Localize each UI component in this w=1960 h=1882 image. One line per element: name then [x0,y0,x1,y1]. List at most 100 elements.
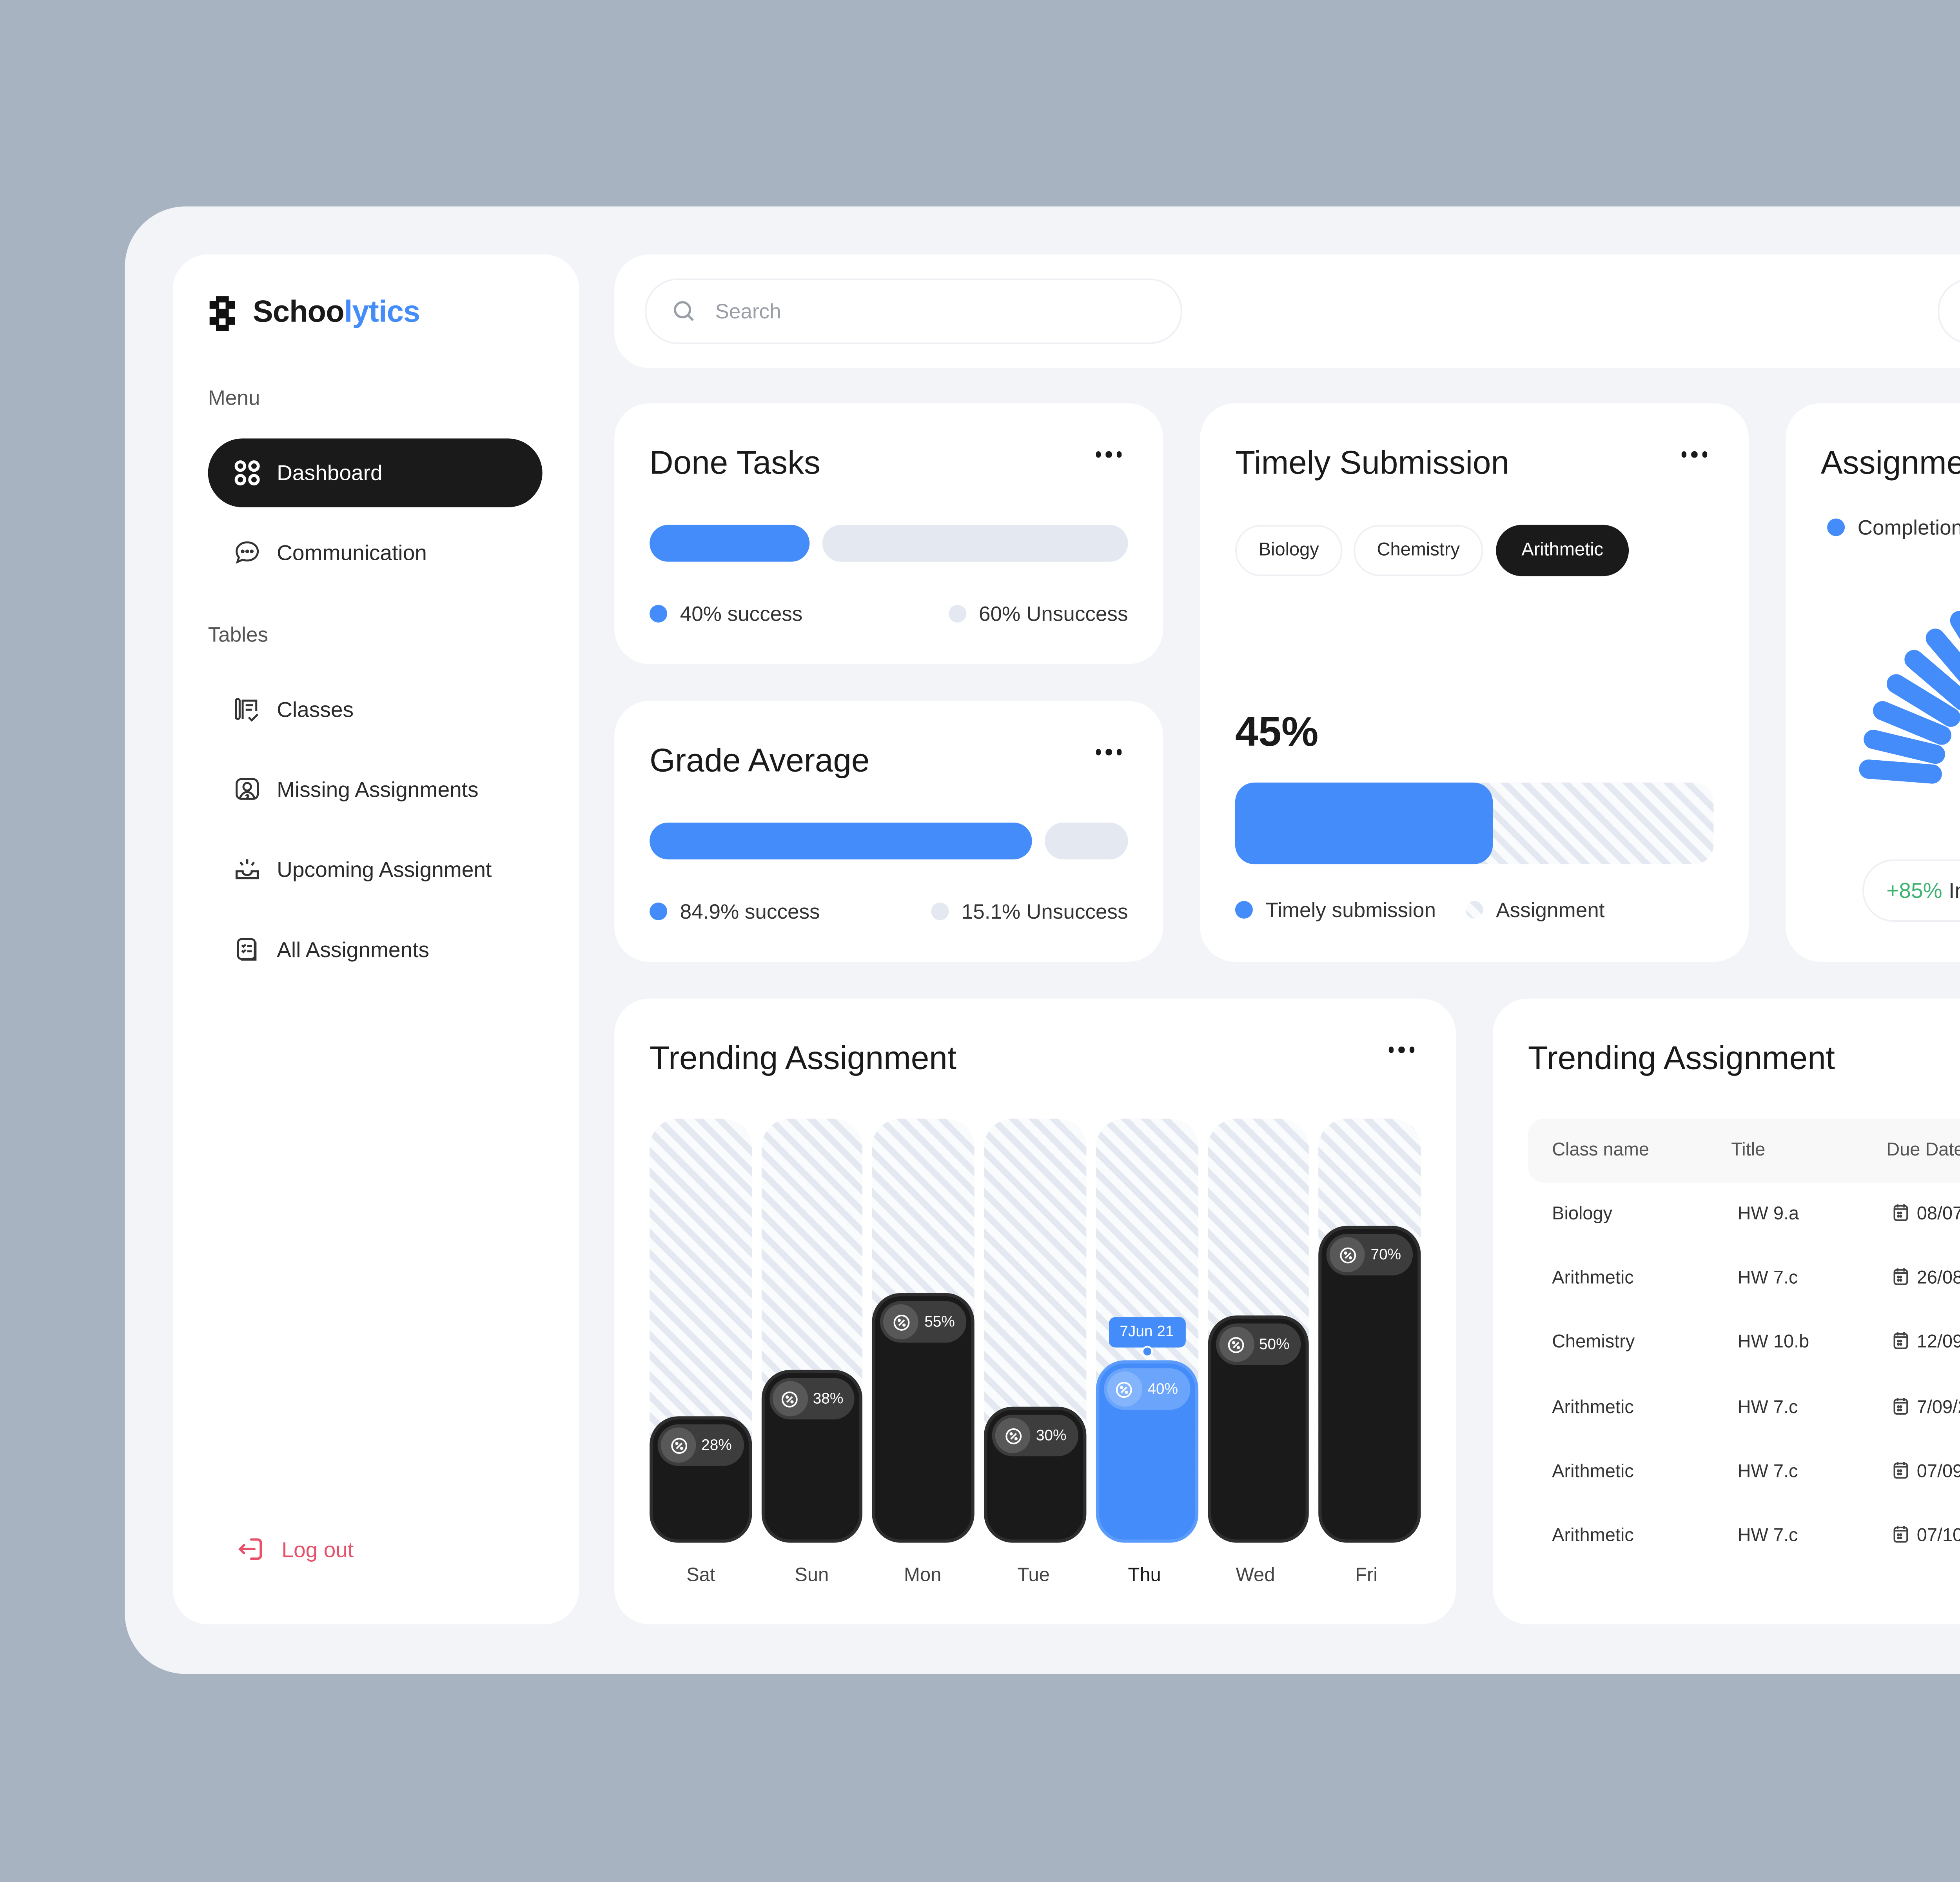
sidebar-item-label: Communication [277,541,427,565]
trending-chart-card: Trending Assignment 28% 38% 55% 30% 40% 7… [614,998,1456,1624]
cell-title: HW 7.c [1737,1269,1798,1289]
bar-wed[interactable]: 50% [1207,1119,1310,1543]
sidebar-item-dashboard[interactable]: Dashboard [208,438,543,507]
cell-class-name: Chemistry [1552,1333,1635,1353]
bar-value-pill: 30% [992,1415,1078,1457]
table-row[interactable]: Arithmetic HW 7.c 07/09/2021 Done 100 [1528,1440,1960,1504]
bar-fill[interactable]: 30% [984,1406,1086,1543]
gauge-segment [1859,759,1942,784]
sidebar-item-label: Dashboard [277,461,383,485]
sidebar-item-label: Missing Assignments [277,778,479,802]
cell-title: HW 10.b [1737,1333,1809,1353]
logout-button[interactable]: Log out [237,1535,354,1563]
bar-fill[interactable]: 50% [1207,1315,1310,1543]
cell-title: HW 7.c [1737,1526,1798,1546]
bar-chart: 28% 38% 55% 30% 40% 7Jun 21 50% 70% [650,1119,1421,1543]
card-title: Timely Submission [1235,445,1510,482]
more-options-icon[interactable] [1095,451,1122,457]
bar-mon[interactable]: 55% [873,1119,975,1543]
legend-assignment: Assignment [1465,898,1605,922]
cell-due-date: 07/09/2021 [1893,1461,1960,1483]
sidebar: Schoolytics Menu Dashboard Communication… [172,254,579,1624]
table-row[interactable]: Arithmetic HW 7.c 26/08/2021 In process … [1528,1247,1960,1311]
column-header-class-name[interactable]: Class name [1552,1141,1649,1161]
bar-fill[interactable]: 55% [873,1293,975,1543]
chip-arithmetic[interactable]: Arithmetic [1496,525,1629,576]
x-axis-label: Tue [1017,1563,1050,1586]
search-input[interactable] [715,299,1131,323]
sidebar-item-upcoming-assignment[interactable]: Upcoming Assignment [208,836,543,905]
calendar-icon [1893,1461,1909,1483]
logo[interactable]: Schoolytics [208,296,420,331]
card-title: Grade Average [650,742,870,779]
chip-biology[interactable]: Biology [1235,525,1343,576]
bar-value-pill: 38% [769,1378,855,1420]
bar-sun[interactable]: 38% [761,1119,863,1543]
search-box[interactable] [644,278,1183,344]
bar-fill[interactable]: 38% [761,1370,863,1543]
sidebar-item-classes[interactable]: Classes [208,675,543,744]
app-name: Schoolytics [252,296,420,330]
missing-user-icon [236,778,259,800]
gauge-segment [1873,701,1951,745]
legend-timely: Timely submission [1235,898,1436,922]
chip-chemistry[interactable]: Chemistry [1354,525,1483,576]
card-title: Trending Assignment [1528,1040,1835,1077]
logout-label: Log out [281,1537,354,1561]
checklist-icon [237,938,257,961]
bar-fill[interactable]: 70% [1319,1226,1421,1543]
table-row[interactable]: Arithmetic HW 7.c 7/09/2021 Reject 100 [1528,1376,1960,1440]
bar-fill[interactable]: 28% [650,1416,752,1543]
topbar: Filter [614,254,1960,368]
sidebar-item-missing-assignments[interactable]: Missing Assignments [208,756,543,825]
legend-unsuccess: 60% Unsuccess [948,602,1128,626]
logo-icon [209,296,235,331]
cell-due-date: 26/08/2021 [1893,1268,1960,1290]
timely-bar-track [1235,782,1714,865]
progress-bar [650,822,1128,859]
bar-value-pill: 28% [657,1424,744,1466]
x-axis-label: Mon [904,1563,942,1586]
chat-bubble-icon [236,541,259,564]
legend-completion: Completion [1827,515,1960,539]
sidebar-item-all-assignments[interactable]: All Assignments [208,916,543,985]
x-axis-label: Thu [1128,1563,1161,1586]
more-options-icon[interactable] [1095,749,1122,755]
card-title: Assignment Completion [1820,445,1960,482]
bar-fri[interactable]: 70% [1319,1119,1421,1543]
sidebar-item-communication[interactable]: Communication [208,518,543,587]
table-row[interactable]: Chemistry HW 10.b 12/09/2021 Reject 100 [1528,1311,1960,1375]
x-axis-label: Sat [686,1563,715,1586]
sidebar-item-label: Classes [277,698,354,722]
table-header: Class name Title Due Date Status Max P [1528,1119,1960,1183]
grid-icon [234,460,260,486]
more-options-icon[interactable] [1388,1046,1415,1052]
gauge-segment [1887,674,1960,727]
cell-title: HW 7.c [1737,1398,1798,1417]
progress-remaining [822,525,1128,562]
trending-table-card: Trending Assignment Class name Title Due… [1493,998,1960,1624]
table-row[interactable]: Arithmetic HW 7.c 07/10/2021 Done 100 [1528,1504,1960,1568]
legend-success: 40% success [650,602,802,626]
x-axis-label: Wed [1236,1563,1275,1586]
cell-due-date: 12/09/2021 [1893,1332,1960,1354]
cell-class-name: Arithmetic [1552,1398,1634,1417]
column-header-due-date[interactable]: Due Date [1886,1141,1960,1161]
bar-thu[interactable]: 40% 7Jun 21 [1096,1119,1198,1543]
filter-button[interactable]: Filter [1937,278,1960,344]
calendar-icon [1893,1525,1909,1548]
bar-tue[interactable]: 30% [984,1119,1086,1543]
progress-success [650,822,1032,859]
column-header-title[interactable]: Title [1731,1141,1766,1161]
percent-icon [1330,1237,1365,1272]
cell-due-date: 7/09/2021 [1893,1397,1960,1419]
completion-percentage: 85% [1786,743,1960,792]
table-row[interactable]: Biology HW 9.a 08/07/2021 Done 100 [1528,1183,1960,1246]
more-options-icon[interactable] [1681,451,1708,457]
chart-tooltip: 7Jun 21 [1108,1317,1185,1348]
legend-success: 84.9% success [650,899,820,923]
percent-icon [884,1304,919,1340]
calendar-icon [1893,1397,1909,1419]
bar-sat[interactable]: 28% [650,1119,752,1543]
bar-fill[interactable]: 40% [1096,1360,1198,1543]
